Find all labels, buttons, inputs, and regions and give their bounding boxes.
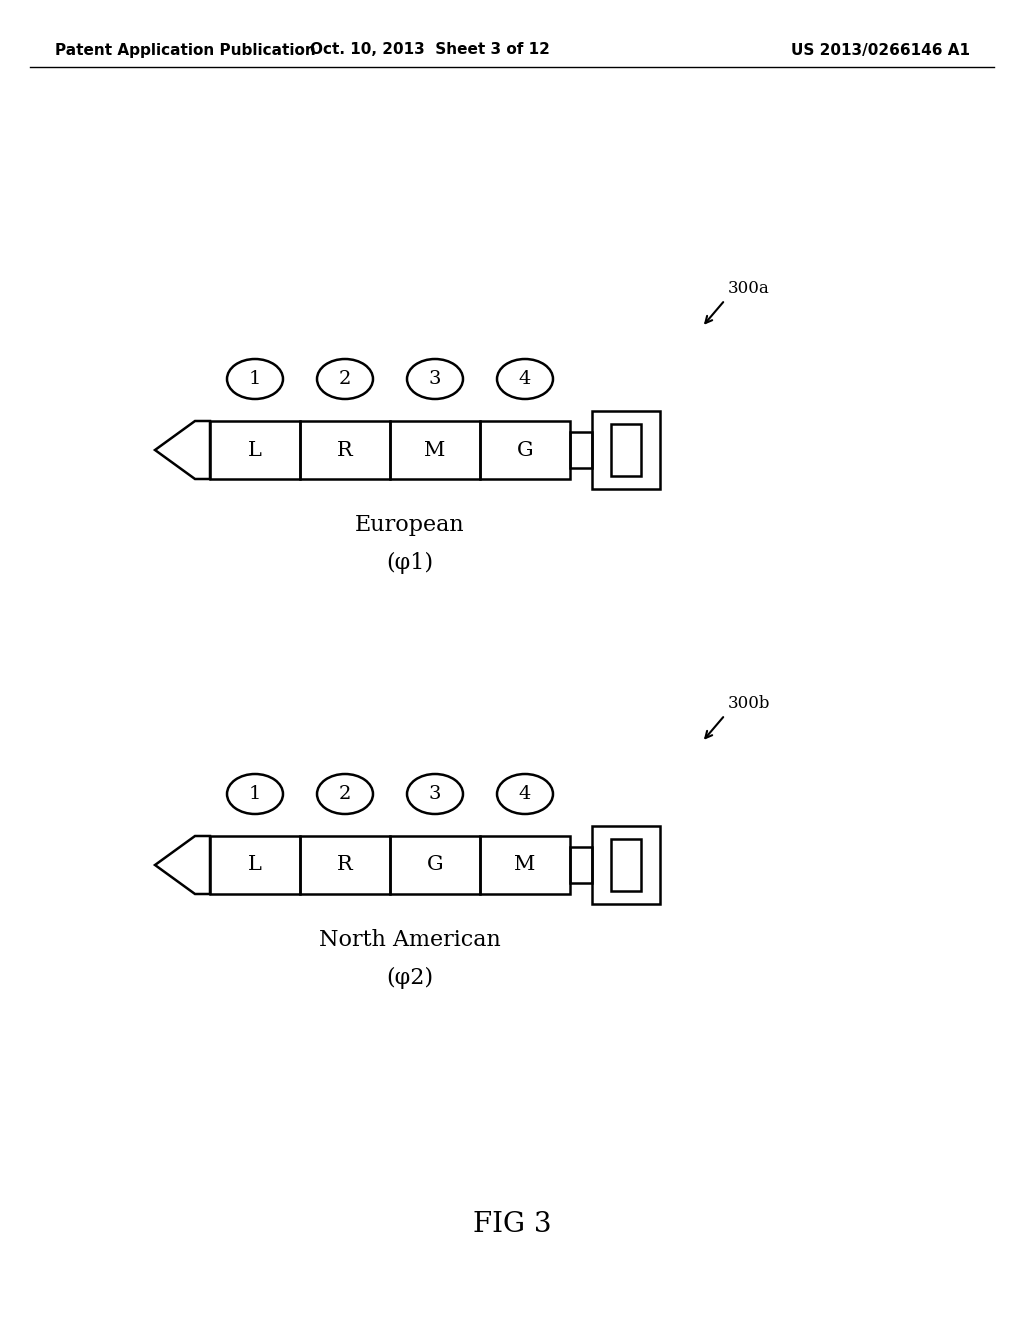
Text: L: L	[248, 441, 262, 459]
Text: L: L	[248, 855, 262, 874]
Text: (φ2): (φ2)	[386, 968, 433, 989]
Text: 2: 2	[339, 370, 351, 388]
Text: 1: 1	[249, 370, 261, 388]
Text: 3: 3	[429, 785, 441, 803]
Text: G: G	[517, 441, 534, 459]
Bar	[570, 432, 592, 469]
Text: 3: 3	[429, 370, 441, 388]
Text: FIG 3: FIG 3	[473, 1212, 551, 1238]
Text: North American: North American	[319, 929, 501, 950]
Bar	[210, 421, 300, 479]
Text: 4: 4	[519, 785, 531, 803]
Text: 300b: 300b	[728, 696, 770, 711]
Text: (φ1): (φ1)	[386, 552, 433, 574]
Text: 2: 2	[339, 785, 351, 803]
Text: M: M	[424, 441, 445, 459]
Bar	[480, 836, 570, 894]
Bar	[210, 836, 300, 894]
Bar	[570, 847, 592, 883]
Text: R: R	[337, 441, 353, 459]
Bar	[611, 840, 641, 891]
Text: M: M	[514, 855, 536, 874]
Text: US 2013/0266146 A1: US 2013/0266146 A1	[791, 42, 970, 58]
Text: 300a: 300a	[728, 280, 770, 297]
Bar	[390, 836, 480, 894]
Bar	[611, 425, 641, 475]
Text: R: R	[337, 855, 353, 874]
Bar	[592, 411, 660, 490]
Bar	[390, 421, 480, 479]
Text: European: European	[355, 513, 465, 536]
Text: Oct. 10, 2013  Sheet 3 of 12: Oct. 10, 2013 Sheet 3 of 12	[310, 42, 550, 58]
Bar	[480, 421, 570, 479]
Bar	[300, 421, 390, 479]
Text: 1: 1	[249, 785, 261, 803]
Bar	[300, 836, 390, 894]
Text: 4: 4	[519, 370, 531, 388]
Text: Patent Application Publication: Patent Application Publication	[55, 42, 315, 58]
Bar	[592, 826, 660, 904]
Text: G: G	[427, 855, 443, 874]
